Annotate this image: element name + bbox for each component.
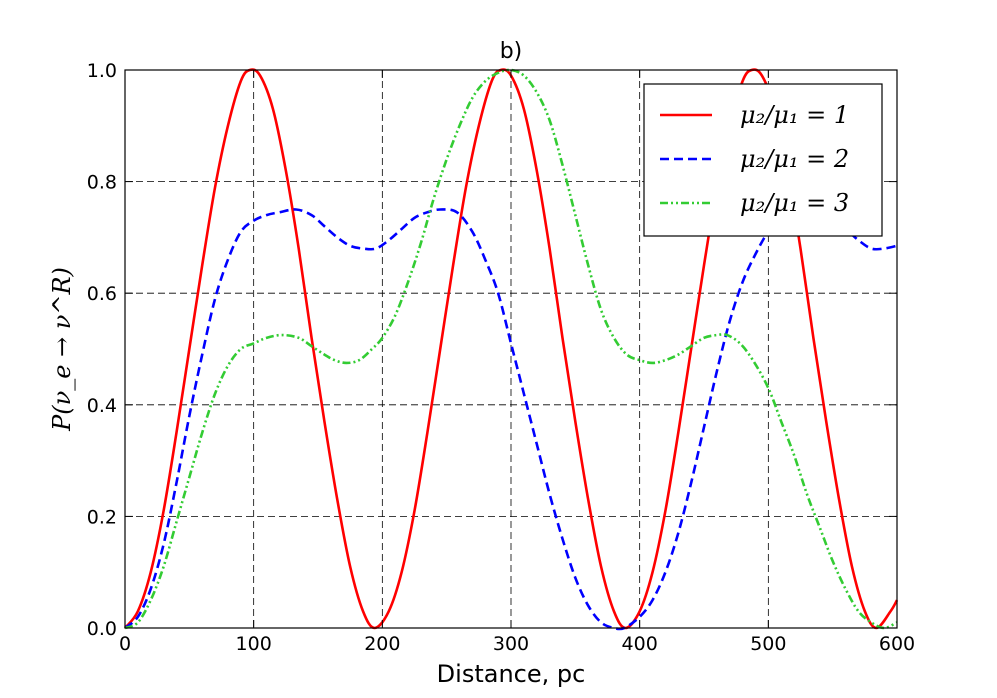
grid: [125, 70, 897, 628]
x-tick-label-5: 500: [750, 633, 786, 655]
x-tick-label-3: 300: [493, 633, 529, 655]
legend-box: [643, 83, 883, 237]
legend-entries: μ₂/μ₁ = 1 μ₂/μ₁ = 2 μ₂/μ₁ = 3: [660, 101, 849, 217]
x-tick-label-6: 600: [879, 633, 915, 655]
series-line-3: [124, 68, 898, 630]
y-tick-label-1: 0.2: [87, 506, 117, 528]
legend: μ₂/μ₁ = 1 μ₂/μ₁ = 2 μ₂/μ₁ = 3: [643, 83, 883, 237]
chart-title: b): [500, 39, 523, 64]
y-axis-label: P(ν_e → ν^R): [48, 267, 76, 432]
x-tick-label-1: 100: [236, 633, 272, 655]
axis-ticks: 0 100 200 300 400 500 600 0.0 0.2 0.4 0.6 0.8 1.0: [87, 60, 915, 655]
legend-label-1: μ₂/μ₁ = 1: [740, 101, 849, 129]
x-axis-label: Distance, pc: [437, 660, 586, 688]
x-tick-label-0: 0: [119, 633, 131, 655]
y-tick-label-5: 1.0: [87, 60, 117, 82]
x-tick-label-2: 200: [364, 633, 400, 655]
y-tick-label-4: 0.8: [87, 172, 117, 194]
y-tick-label-0: 0.0: [87, 618, 117, 640]
legend-label-2: μ₂/μ₁ = 2: [740, 145, 849, 173]
series-line-2: [124, 208, 898, 631]
legend-label-3: μ₂/μ₁ = 3: [740, 189, 849, 217]
y-tick-label-3: 0.6: [87, 283, 117, 305]
x-tick-label-4: 400: [622, 633, 658, 655]
y-tick-label-2: 0.4: [87, 395, 117, 417]
